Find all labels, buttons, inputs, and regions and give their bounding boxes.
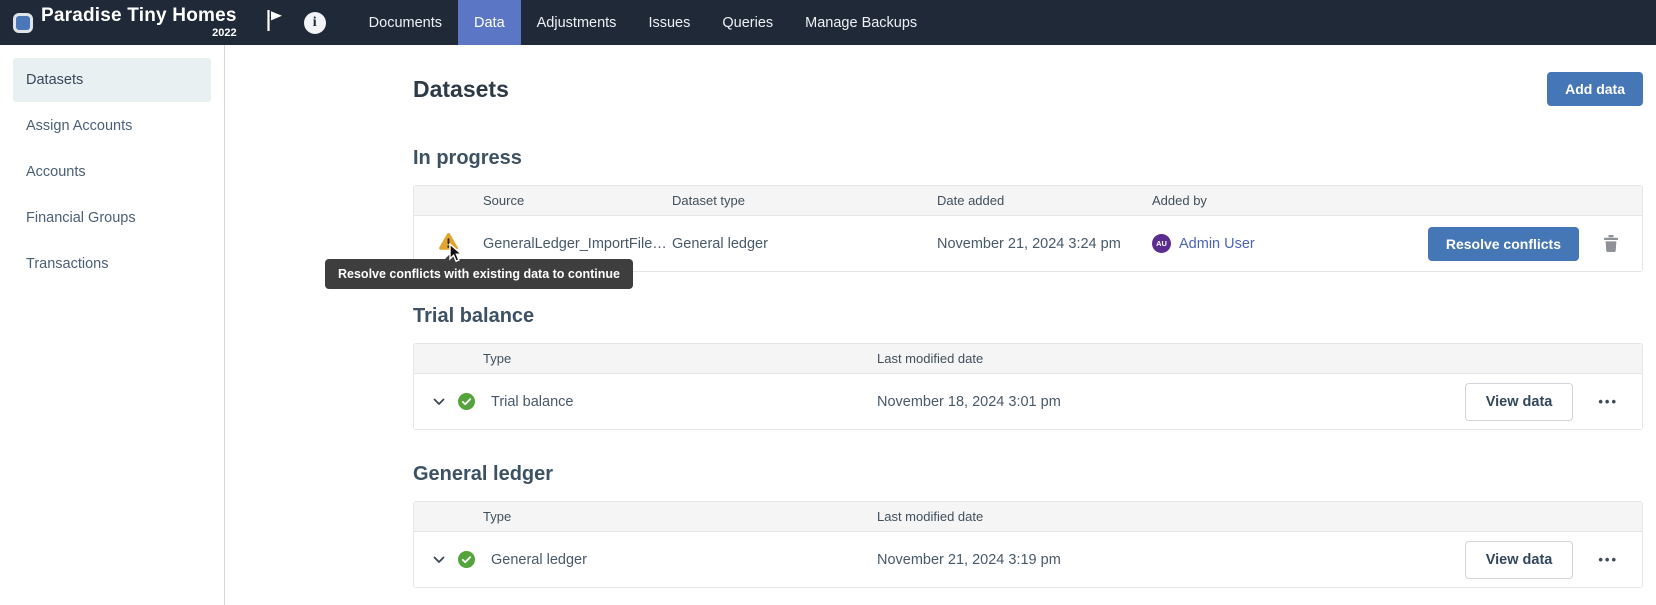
warning-icon[interactable] [438,232,459,255]
nav-item-adjustments[interactable]: Adjustments [536,14,617,31]
trial-balance-table: Type Last modified date Trial balance [413,343,1643,430]
column-header-last-modified: Last modified date [877,509,984,524]
ellipsis-icon: ••• [1598,552,1618,567]
general-ledger-heading: General ledger [413,463,554,485]
engagement-brand[interactable]: Paradise Tiny Homes 2022 [0,0,237,45]
dataset-type-label: General ledger [491,551,587,568]
general-ledger-table-header: Type Last modified date [414,502,1642,532]
dataset-source: GeneralLedger_ImportFile… [483,235,667,252]
last-modified-date: November 21, 2024 3:19 pm [877,551,1061,568]
dataset-date-added: November 21, 2024 3:24 pm [937,235,1121,252]
in-progress-table-header: Source Dataset type Date added Added by [414,186,1642,216]
column-header-source: Source [483,193,525,208]
column-header-added-by: Added by [1152,193,1207,208]
add-data-button[interactable]: Add data [1547,72,1643,106]
flag-icon [266,9,283,37]
main-panel: Datasets Add data In progress Source Dat… [226,45,1656,605]
added-by-user-link[interactable]: Admin User [1179,235,1255,252]
trash-icon [1604,235,1618,252]
trial-balance-table-header: Type Last modified date [414,344,1642,374]
nav-item-issues[interactable]: Issues [648,14,691,31]
in-progress-table: Source Dataset type Date added Added by … [413,185,1643,272]
chevron-down-icon [433,556,445,563]
column-header-type: Type [483,509,512,524]
column-header-last-modified: Last modified date [877,351,984,366]
nav-item-data[interactable]: Data [458,0,521,45]
more-options-button[interactable]: ••• [1598,552,1618,567]
general-ledger-row: General ledger November 21, 2024 3:19 pm… [414,532,1642,587]
sidebar-item-datasets[interactable]: Datasets [13,58,211,102]
success-check-icon [458,551,475,568]
chevron-down-icon [433,398,445,405]
primary-navigation: Documents Data Adjustments Issues Querie… [353,0,934,45]
column-header-date-added: Date added [937,193,1005,208]
expand-row-button[interactable] [429,398,449,406]
expand-row-button[interactable] [429,556,449,564]
top-navbar: Paradise Tiny Homes 2022 i Documents Dat… [0,0,1656,45]
nav-item-manage-backups[interactable]: Manage Backups [805,14,918,31]
engagement-title: Paradise Tiny Homes [41,5,237,26]
view-data-button[interactable]: View data [1464,540,1574,579]
page-title: Datasets [413,75,509,102]
resolve-conflicts-button[interactable]: Resolve conflicts [1427,226,1579,261]
in-progress-heading: In progress [413,147,522,169]
data-sidebar: Datasets Assign Accounts Accounts Financ… [0,45,225,605]
info-icon: i [303,11,326,34]
last-modified-date: November 18, 2024 3:01 pm [877,393,1061,410]
view-data-button[interactable]: View data [1464,382,1574,421]
column-header-dataset-type: Dataset type [672,193,745,208]
ellipsis-icon: ••• [1598,394,1618,409]
more-options-button[interactable]: ••• [1598,394,1618,409]
sidebar-item-transactions[interactable]: Transactions [26,256,109,272]
trial-balance-row: Trial balance November 18, 2024 3:01 pm … [414,374,1642,429]
delete-dataset-button[interactable] [1604,235,1618,252]
nav-item-documents[interactable]: Documents [368,14,442,31]
engagement-year: 2022 [212,27,237,39]
flag-button[interactable] [255,0,295,45]
avatar: AU [1152,234,1171,253]
sidebar-item-assign-accounts[interactable]: Assign Accounts [26,118,133,134]
sidebar-item-accounts[interactable]: Accounts [26,164,86,180]
sidebar-item-financial-groups[interactable]: Financial Groups [26,210,136,226]
trial-balance-heading: Trial balance [413,305,535,327]
column-header-type: Type [483,351,512,366]
nav-item-queries[interactable]: Queries [722,14,774,31]
success-check-icon [458,393,475,410]
general-ledger-table: Type Last modified date General ledger [413,501,1643,588]
in-progress-row: GeneralLedger_ImportFile… General ledger… [414,216,1642,271]
app-logo-icon [13,12,33,33]
dataset-type-label: Trial balance [491,393,574,410]
warning-tooltip: Resolve conflicts with existing data to … [325,253,633,289]
info-button[interactable]: i [295,0,335,45]
dataset-type: General ledger [672,235,768,252]
